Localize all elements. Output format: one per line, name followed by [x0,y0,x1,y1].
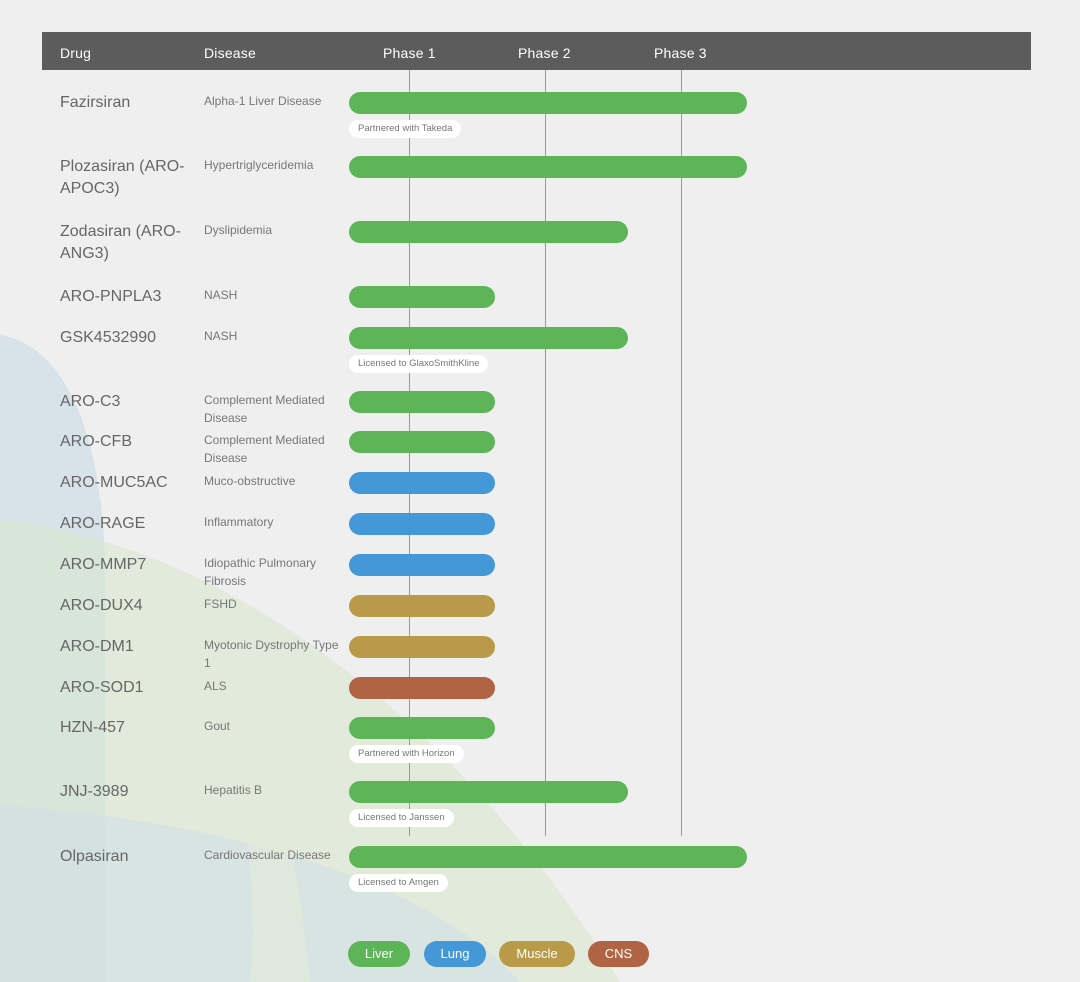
disease-name: Inflammatory [204,515,274,529]
disease-name: NASH [204,329,238,343]
drug-name: ARO-MMP7 [60,556,147,573]
disease-name: Alpha-1 Liver Disease [204,94,322,108]
partner-note: Partnered with Takeda [349,120,462,138]
header-phase-2: Phase 2 [518,45,571,61]
legend-item-liver: Liver [348,941,410,967]
drug-name: HZN-457 [60,719,125,736]
disease-name: Idiopathic Pulmonary Fibrosis [204,556,317,588]
phase-bar [349,221,628,243]
disease-name: Hypertriglyceridemia [204,158,314,172]
disease-name: Myotonic Dystrophy Type 1 [204,638,339,670]
disease-name: Dyslipidemia [204,223,273,237]
phase-bar [349,391,495,413]
phase-bar [349,156,747,178]
drug-name: Olpasiran [60,848,129,865]
partner-note: Licensed to GlaxoSmithKline [349,355,489,373]
phase-bar [349,431,495,453]
phase-bar [349,327,628,349]
phase-bar [349,554,495,576]
phase-1-gridline [409,70,410,836]
drug-name: ARO-DM1 [60,638,134,655]
disease-name: Cardiovascular Disease [204,848,331,862]
phase-2-gridline [545,70,546,836]
legend-item-cns: CNS [588,941,649,967]
disease-name: Hepatitis B [204,783,263,797]
drug-name: Fazirsiran [60,94,131,111]
header-disease: Disease [204,45,256,61]
phase-3-gridline [681,70,682,836]
disease-name: Gout [204,719,231,733]
drug-name: ARO-DUX4 [60,597,143,614]
drug-name: ARO-C3 [60,393,121,410]
bg-lightgreen-shape [230,640,310,982]
legend-item-lung: Lung [424,941,486,967]
header-drug: Drug [60,45,92,61]
legend: Liver Lung Muscle CNS [0,941,1080,967]
disease-name: Complement Mediated Disease [204,433,325,465]
drug-name: GSK4532990 [60,329,157,346]
legend-item-muscle: Muscle [499,941,575,967]
header-phase-1: Phase 1 [383,45,436,61]
phase-bar [349,677,495,699]
partner-note: Licensed to Amgen [349,874,448,892]
disease-name: FSHD [204,597,237,611]
drug-name: Plozasiran (ARO-APOC3) [60,158,185,197]
drug-name: JNJ-3989 [60,783,129,800]
phase-bar [349,636,495,658]
phase-bar [349,92,747,114]
drug-name: Zodasiran (ARO-ANG3) [60,223,181,262]
disease-name: ALS [204,679,227,693]
drug-name: ARO-CFB [60,433,132,450]
disease-name: NASH [204,288,238,302]
partner-note: Partnered with Horizon [349,745,464,763]
disease-name: Muco-obstructive [204,474,296,488]
partner-note: Licensed to Janssen [349,809,454,827]
phase-bar [349,717,495,739]
drug-name: ARO-PNPLA3 [60,288,162,305]
header-phase-3: Phase 3 [654,45,707,61]
table-header: Drug Disease Phase 1 Phase 2 Phase 3 [42,32,1031,70]
drug-name: ARO-MUC5AC [60,474,168,491]
drug-name: ARO-SOD1 [60,679,144,696]
phase-bar [349,472,495,494]
drug-name: ARO-RAGE [60,515,146,532]
phase-bar [349,286,495,308]
phase-bar [349,781,628,803]
phase-bar [349,513,495,535]
phase-bar [349,846,747,868]
disease-name: Complement Mediated Disease [204,393,325,425]
phase-bar [349,595,495,617]
